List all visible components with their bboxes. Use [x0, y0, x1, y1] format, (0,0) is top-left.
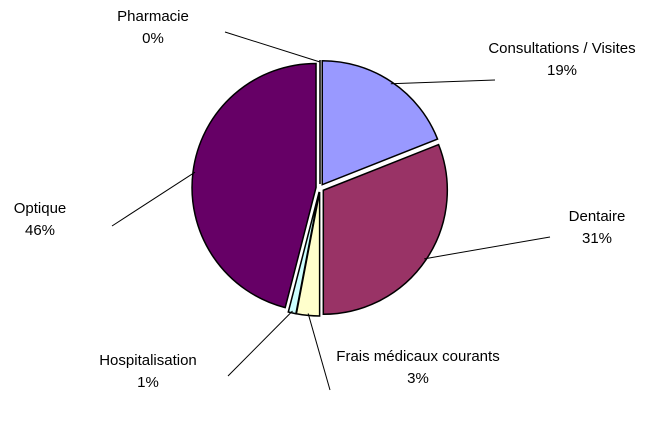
- category-label: Frais médicaux courants: [336, 348, 500, 365]
- category-label: Pharmacie: [117, 8, 189, 25]
- pie-slice: [287, 191, 320, 315]
- value-label: 3%: [407, 370, 429, 387]
- value-label: 46%: [24, 222, 56, 239]
- slice-label: Consultations / Visites 19%: [467, 38, 647, 82]
- value-label: 1%: [137, 374, 159, 391]
- value-label: 19%: [546, 62, 578, 79]
- slice-label: Frais médicaux courants 3%: [323, 346, 513, 390]
- leader-line: [224, 31, 321, 63]
- leader-line: [390, 79, 496, 85]
- value-label: 0%: [142, 30, 164, 47]
- category-label: Optique: [13, 200, 67, 217]
- value-label: 31%: [581, 230, 613, 247]
- pie-slice: [191, 62, 317, 309]
- leader-line: [307, 313, 331, 391]
- slice-label: Pharmacie 0%: [68, 6, 238, 50]
- pie-slice: [322, 143, 449, 315]
- leader-line: [111, 171, 196, 227]
- category-label: Consultations / Visites: [488, 40, 636, 57]
- slice-label: Hospitalisation 1%: [63, 350, 233, 394]
- leader-line: [227, 310, 293, 377]
- pie-slice: [321, 59, 439, 186]
- slice-label: Dentaire 31%: [537, 206, 647, 250]
- category-label: Dentaire: [568, 208, 626, 225]
- leader-line: [424, 236, 551, 260]
- category-label: Hospitalisation: [99, 352, 197, 369]
- slice-label: Optique 46%: [0, 198, 90, 242]
